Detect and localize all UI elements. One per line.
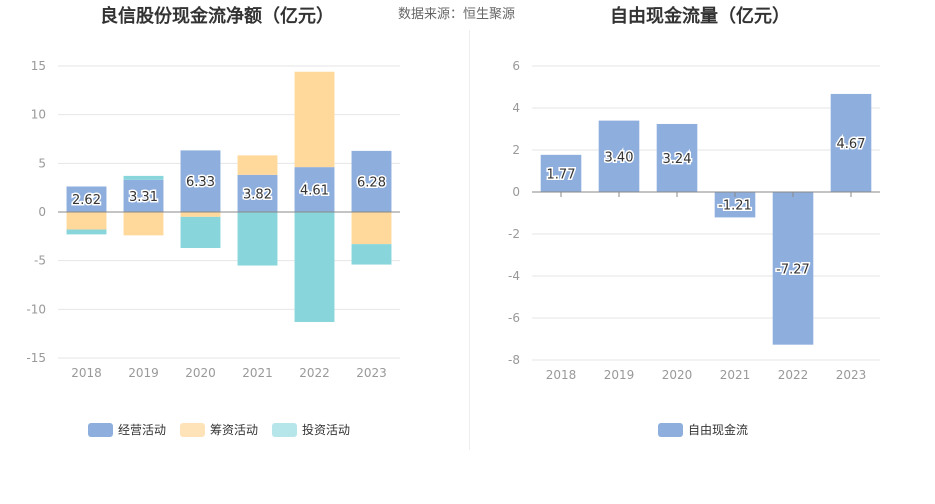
free-cash-flow-x-tick-label: 2019 (604, 368, 635, 382)
free-cash-flow-bar-自由现金流 (656, 123, 698, 192)
free-cash-flow-data-label: -1.21 (718, 199, 752, 214)
legend-swatch-financing (180, 422, 206, 437)
legend-item-operating[interactable]: 经营活动 (88, 421, 166, 438)
free-cash-flow-bar-自由现金流 (830, 93, 872, 192)
free-cash-flow-data-label: 3.40 (605, 150, 634, 165)
cash-flow-chart: 15 10 5 0 -5 -10 -15 2018 2019 2020 2021 2022 2023 2.… (26, 59, 400, 380)
free-cash-flow-x-tick-label: 2020 (662, 368, 693, 382)
cash-flow-x-tick-label: 2022 (299, 366, 330, 380)
data-source-label: 数据来源：恒生聚源 (398, 7, 516, 22)
cash-flow-y-tick-label: -5 (34, 254, 46, 268)
cash-flow-bar-筹资活动 (294, 71, 335, 168)
free-cash-flow-y-tick-label: 0 (512, 185, 520, 199)
cash-flow-bar-经营活动 (294, 167, 335, 212)
cash-flow-y-tick-label: 10 (31, 108, 46, 122)
free-cash-flow-data-label: 4.67 (837, 137, 866, 152)
cash-flow-x-tick-label: 2021 (242, 366, 273, 380)
left-chart-title: 良信股份现金流净额（亿元） (100, 6, 334, 27)
cash-flow-bar-投资活动 (294, 212, 335, 322)
legend-item-financing[interactable]: 筹资活动 (180, 421, 258, 438)
legend-label-financing: 筹资活动 (210, 423, 259, 437)
cash-flow-y-tick-label: 5 (38, 156, 46, 170)
free-cash-flow-x-tick-label: 2023 (836, 368, 867, 382)
free-cash-flow-y-tick-label: 2 (512, 143, 520, 157)
free-cash-flow-y-tick-label: 6 (512, 59, 520, 73)
cash-flow-bar-筹资活动 (180, 212, 221, 217)
free-cash-flow-data-label: 3.24 (663, 152, 692, 167)
free-cash-flow-x-tick-label: 2018 (546, 368, 577, 382)
cash-flow-x-tick-label: 2018 (71, 366, 102, 380)
free-cash-flow-data-label: 1.77 (547, 167, 576, 182)
free-cash-flow-bar-自由现金流 (598, 120, 640, 192)
panel-divider (469, 30, 470, 450)
cash-flow-bar-投资活动 (237, 212, 278, 266)
cash-flow-bar-投资活动 (66, 229, 107, 235)
legend-label-free-cash-flow: 自由现金流 (688, 423, 749, 437)
cash-flow-y-tick-label: -10 (26, 302, 46, 316)
free-cash-flow-bar-自由现金流 (772, 192, 814, 345)
cash-flow-bar-筹资活动 (66, 212, 107, 230)
cash-flow-bar-筹资活动 (351, 212, 392, 245)
legend-swatch-investing (272, 422, 298, 437)
cash-flow-x-tick-label: 2019 (128, 366, 159, 380)
cash-flow-data-label: 6.33 (186, 175, 215, 190)
cash-flow-bar-经营活动 (351, 150, 392, 212)
cash-flow-bar-投资活动 (180, 216, 221, 249)
legend-swatch-operating (88, 422, 113, 437)
cash-flow-data-label: 3.82 (243, 187, 272, 202)
legend-item-free-cash-flow[interactable]: 自由现金流 (658, 421, 748, 438)
free-cash-flow-legend: 自由现金流 (658, 421, 748, 438)
free-cash-flow-y-tick-label: -4 (508, 269, 520, 283)
cash-flow-bar-经营活动 (237, 174, 278, 212)
free-cash-flow-y-tick-label: -2 (508, 227, 520, 241)
cash-flow-bar-经营活动 (66, 186, 107, 212)
free-cash-flow-bar-自由现金流 (540, 154, 582, 192)
cash-flow-y-tick-label: -15 (26, 351, 46, 365)
cash-flow-y-tick-label: 15 (31, 59, 46, 73)
free-cash-flow-chart: 6 4 2 0 -2 -4 -6 -8 2018 2019 2020 2021 2022 2023 1.77… (508, 59, 880, 382)
cash-flow-data-label: 4.61 (300, 184, 329, 199)
cash-flow-data-label: 3.31 (129, 190, 158, 205)
cash-flow-x-tick-label: 2020 (185, 366, 216, 380)
cash-flow-data-label: 6.28 (357, 175, 386, 190)
free-cash-flow-y-tick-label: 4 (512, 101, 520, 115)
cash-flow-bar-投资活动 (123, 175, 164, 180)
legend-item-investing[interactable]: 投资活动 (272, 421, 350, 438)
right-chart-title: 自由现金流量（亿元） (610, 6, 790, 27)
free-cash-flow-x-tick-label: 2021 (720, 368, 751, 382)
cash-flow-bar-投资活动 (351, 244, 392, 265)
cash-flow-data-label: 2.62 (72, 193, 101, 208)
free-cash-flow-x-tick-label: 2022 (778, 368, 809, 382)
cash-flow-legend: 经营活动 筹资活动 投资活动 (88, 421, 350, 438)
free-cash-flow-y-tick-label: -6 (508, 311, 520, 325)
cash-flow-x-tick-label: 2023 (356, 366, 387, 380)
legend-label-investing: 投资活动 (302, 423, 351, 437)
free-cash-flow-data-label: -7.27 (776, 262, 810, 277)
legend-label-operating: 经营活动 (118, 423, 167, 437)
cash-flow-bar-经营活动 (123, 179, 164, 212)
cash-flow-bar-筹资活动 (237, 155, 278, 175)
cash-flow-y-tick-label: 0 (38, 205, 46, 219)
cash-flow-bar-经营活动 (180, 150, 221, 212)
cash-flow-bar-筹资活动 (123, 212, 164, 236)
free-cash-flow-y-tick-label: -8 (508, 353, 520, 367)
legend-swatch-free-cash-flow (658, 422, 683, 437)
